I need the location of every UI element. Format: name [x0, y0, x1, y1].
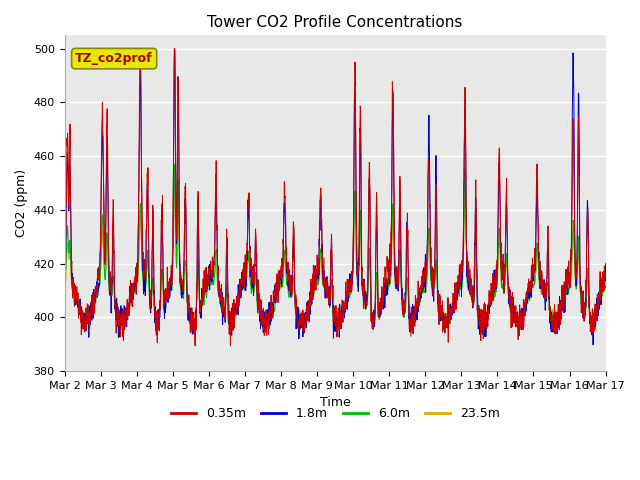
Legend: 0.35m, 1.8m, 6.0m, 23.5m: 0.35m, 1.8m, 6.0m, 23.5m	[166, 402, 504, 425]
Title: Tower CO2 Profile Concentrations: Tower CO2 Profile Concentrations	[207, 15, 463, 30]
Y-axis label: CO2 (ppm): CO2 (ppm)	[15, 169, 28, 237]
Text: TZ_co2prof: TZ_co2prof	[76, 52, 153, 65]
X-axis label: Time: Time	[320, 396, 351, 409]
